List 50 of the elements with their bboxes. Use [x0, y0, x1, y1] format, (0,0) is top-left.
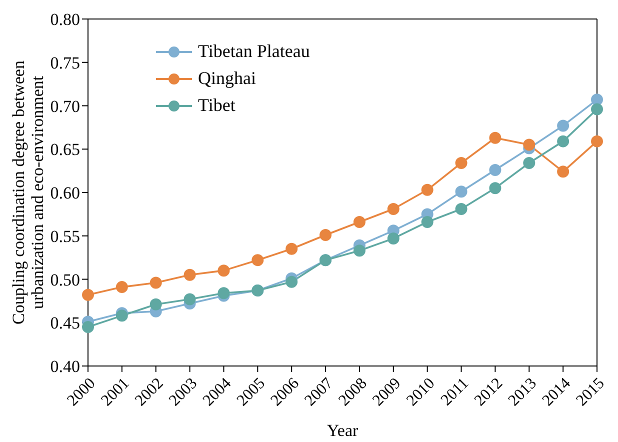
y-tick-label: 0.65 [50, 140, 80, 160]
point [82, 288, 94, 301]
point [557, 120, 570, 132]
point [489, 132, 502, 144]
point [116, 281, 128, 294]
point [489, 182, 502, 194]
point [523, 157, 536, 170]
legend-label: Qinghai [198, 68, 256, 89]
x-tick-label: 2001 [98, 374, 133, 410]
x-tick-label: 2011 [438, 374, 472, 410]
point [421, 216, 434, 228]
point [455, 202, 468, 215]
point [455, 186, 468, 198]
y-tick-label: 0.45 [50, 314, 80, 333]
point [286, 276, 298, 288]
point [421, 184, 434, 196]
point [557, 135, 570, 148]
point [489, 164, 502, 176]
point [184, 268, 196, 281]
point [150, 276, 162, 289]
y-axis-title: Coupling coordination degree between urbanization and eco-environment [9, 60, 47, 324]
legend-label: Tibet [198, 95, 236, 116]
point [116, 310, 128, 322]
point [557, 166, 570, 178]
point [252, 254, 264, 266]
y-tick-label: 0.55 [50, 226, 80, 246]
y-tick-label: 0.40 [50, 357, 80, 376]
point [353, 216, 366, 228]
y-tick-label: 0.70 [50, 96, 80, 116]
y-tick-label: 0.75 [50, 53, 80, 72]
point [591, 94, 603, 106]
point [387, 232, 400, 244]
y-tick-label: 0.60 [50, 184, 80, 203]
point [591, 135, 603, 148]
point [218, 264, 230, 277]
point [353, 244, 366, 257]
x-axis-title: Year [326, 421, 358, 440]
point [387, 202, 400, 215]
y-tick-label: 0.50 [50, 270, 80, 290]
point [286, 242, 298, 255]
point [523, 138, 536, 151]
point [455, 157, 468, 170]
point [150, 298, 162, 310]
point [591, 103, 603, 116]
legend-label: Tibetan Plateau [198, 41, 310, 62]
point [184, 293, 196, 306]
point [320, 229, 332, 242]
point [218, 287, 230, 300]
y-tick-label: 0.80 [50, 10, 80, 30]
point [82, 320, 94, 333]
